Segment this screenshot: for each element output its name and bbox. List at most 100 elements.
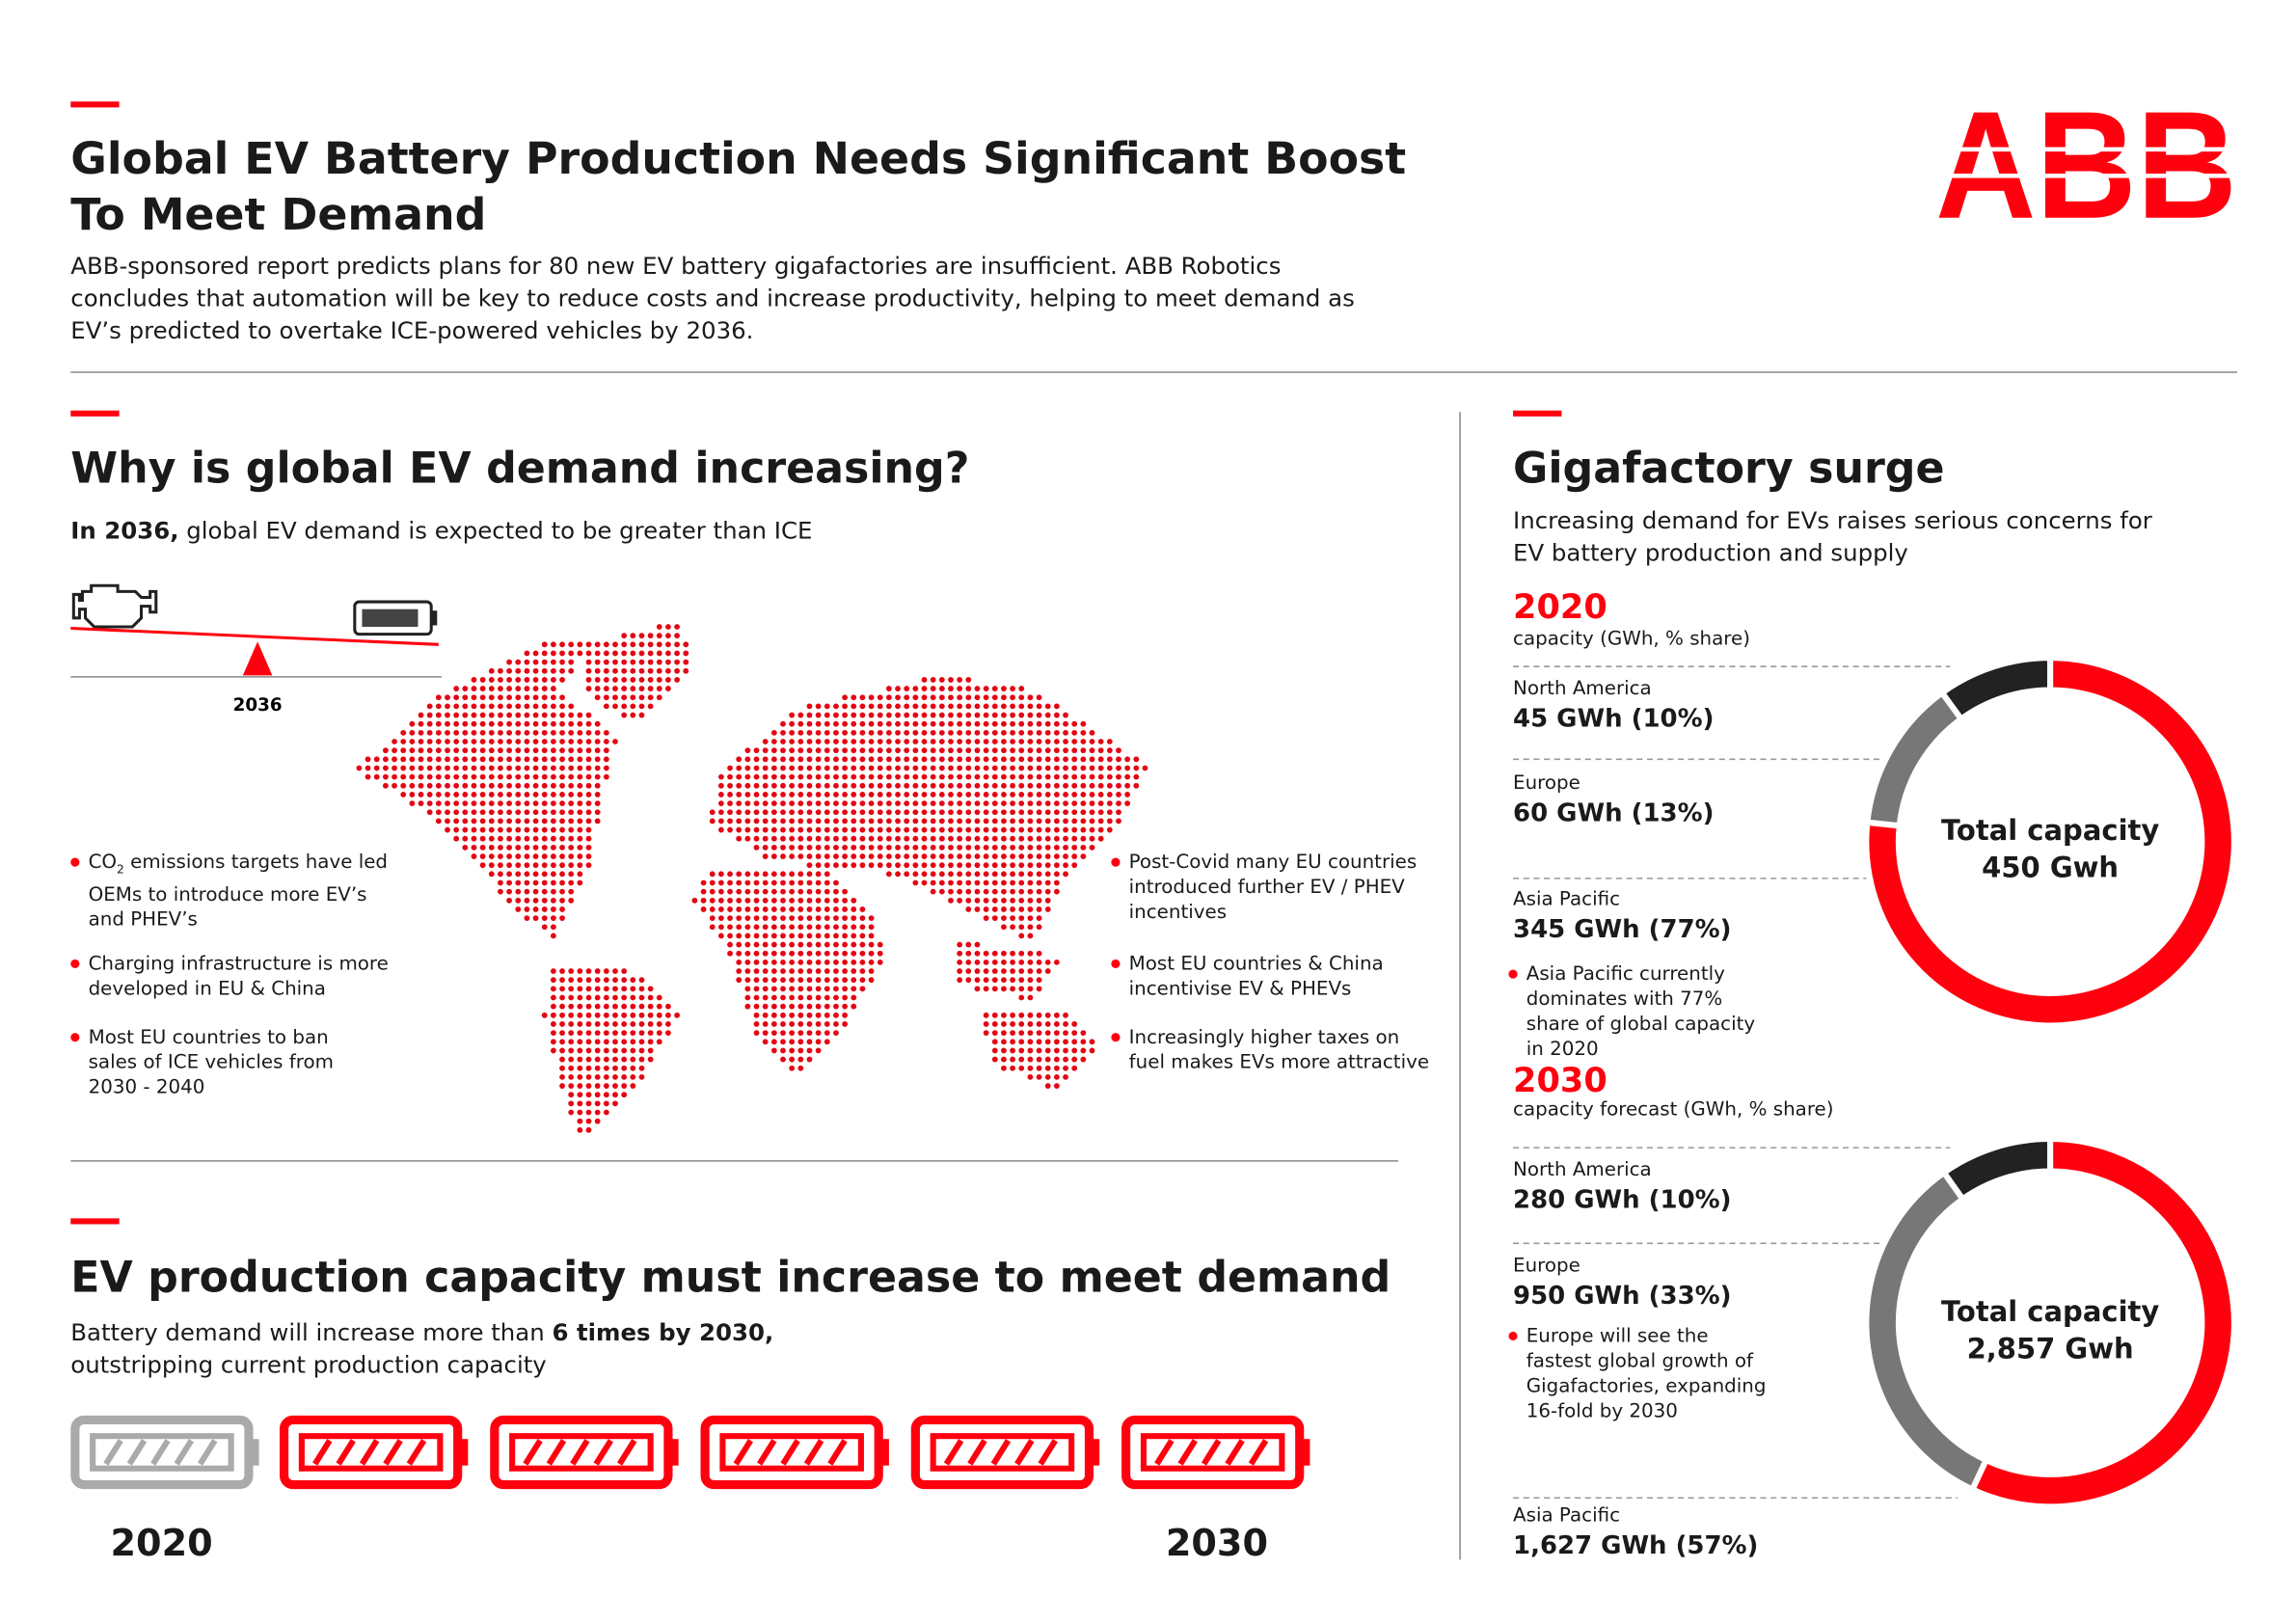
map-dot xyxy=(585,739,592,744)
map-dot xyxy=(612,977,618,984)
map-dot xyxy=(1027,835,1034,842)
map-dot xyxy=(780,1030,786,1037)
map-dot xyxy=(400,773,407,780)
map-dot xyxy=(1036,1021,1042,1027)
map-dot xyxy=(577,782,583,789)
map-dot xyxy=(559,809,565,816)
map-dot xyxy=(762,756,769,763)
map-dot xyxy=(948,765,954,771)
map-dot xyxy=(435,756,442,763)
map-dot xyxy=(815,924,822,931)
map-dot xyxy=(991,720,998,727)
map-dot xyxy=(647,1039,654,1045)
map-dot xyxy=(815,1030,822,1037)
map-dot xyxy=(594,977,601,984)
map-dot xyxy=(912,765,919,771)
map-dot xyxy=(957,739,963,744)
map-dot xyxy=(762,1030,769,1037)
map-dot xyxy=(797,933,804,939)
map-dot xyxy=(524,667,530,674)
map-dot xyxy=(471,853,477,859)
map-dot xyxy=(983,906,989,912)
map-dot xyxy=(851,915,857,921)
map-dot xyxy=(1001,703,1007,710)
map-dot xyxy=(1053,773,1060,780)
map-dot xyxy=(1036,739,1042,744)
map-dot xyxy=(1053,959,1060,965)
map-dot xyxy=(921,712,928,718)
map-dot xyxy=(895,756,901,763)
map-dot xyxy=(983,747,989,754)
map-dot xyxy=(1010,915,1015,921)
map-dot xyxy=(815,941,822,948)
map-dot xyxy=(532,897,539,904)
map-dot xyxy=(550,694,556,701)
map-dot xyxy=(868,800,875,806)
map-dot xyxy=(498,879,503,886)
map-dot xyxy=(506,729,512,736)
map-dot xyxy=(983,1030,989,1037)
map-dot xyxy=(770,739,777,744)
map-dot xyxy=(532,694,539,701)
map-dot xyxy=(859,835,866,842)
map-dot xyxy=(559,712,565,718)
map-dot xyxy=(435,712,442,718)
section-title: EV production capacity must increase to … xyxy=(70,1252,1391,1303)
map-dot xyxy=(885,818,892,825)
map-dot xyxy=(1001,756,1007,763)
logo-stripe xyxy=(1928,147,2245,152)
map-dot xyxy=(585,1065,592,1071)
map-dot xyxy=(859,941,866,948)
map-dot xyxy=(498,782,503,789)
map-dot xyxy=(524,694,530,701)
map-dot xyxy=(479,773,486,780)
map-dot xyxy=(762,897,769,904)
map-dot xyxy=(506,677,512,683)
map-dot xyxy=(1089,729,1095,736)
map-dot xyxy=(974,739,981,744)
map-dot xyxy=(1106,792,1113,798)
map-dot xyxy=(1080,809,1087,816)
map-dot xyxy=(674,677,680,683)
map-dot xyxy=(1063,756,1068,763)
map-dot xyxy=(895,862,901,869)
map-dot xyxy=(912,809,919,816)
map-dot xyxy=(965,739,972,744)
map-dot xyxy=(1089,773,1095,780)
map-dot xyxy=(638,650,645,657)
map-dot xyxy=(753,977,760,984)
map-dot xyxy=(780,1047,786,1054)
map-dot xyxy=(1036,720,1042,727)
map-dot xyxy=(568,897,575,904)
map-dot xyxy=(479,747,486,754)
map-dot xyxy=(1071,720,1078,727)
map-dot xyxy=(585,986,592,992)
map-dot xyxy=(974,729,981,736)
map-dot xyxy=(938,888,945,895)
map-dot xyxy=(789,986,796,992)
map-dot xyxy=(833,933,839,939)
map-dot xyxy=(471,826,477,833)
map-dot xyxy=(736,871,743,878)
map-dot xyxy=(577,1065,583,1071)
map-dot xyxy=(1018,933,1025,939)
map-dot xyxy=(382,773,389,780)
map-dot xyxy=(1027,888,1034,895)
map-dot xyxy=(877,703,883,710)
map-dot xyxy=(577,1056,583,1063)
map-dot xyxy=(630,686,636,691)
map-dot xyxy=(974,800,981,806)
map-dot xyxy=(1053,703,1060,710)
map-dot xyxy=(824,986,830,992)
map-dot xyxy=(851,950,857,957)
map-dot xyxy=(851,977,857,984)
map-dot xyxy=(806,1021,813,1027)
map-dot xyxy=(780,915,786,921)
map-dot xyxy=(868,765,875,771)
map-dot xyxy=(824,792,830,798)
map-dot xyxy=(806,1012,813,1018)
battery xyxy=(700,1415,889,1490)
map-dot xyxy=(948,844,954,851)
map-dot xyxy=(585,1047,592,1054)
map-dot xyxy=(603,694,609,701)
